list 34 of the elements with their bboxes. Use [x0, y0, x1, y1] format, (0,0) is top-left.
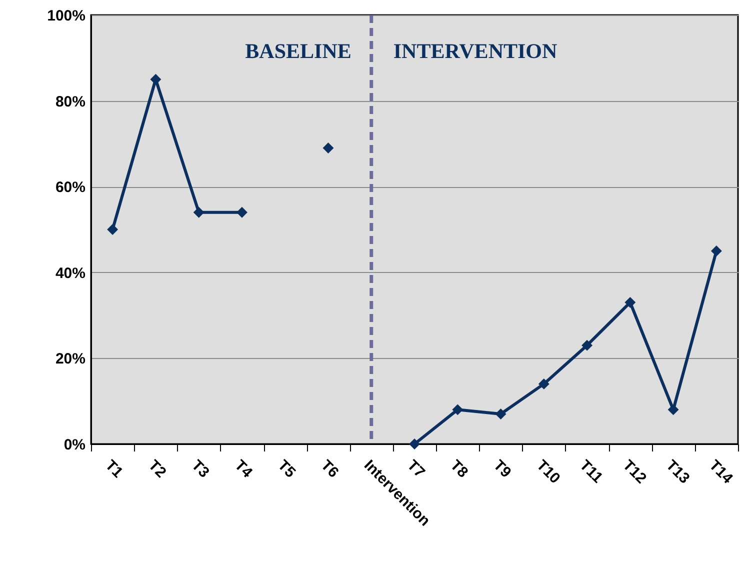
y-tick-label: 40%: [55, 264, 86, 282]
x-tick-label: T13: [662, 456, 693, 488]
y-tick-label: 80%: [55, 93, 86, 110]
y-tick-label: 0%: [64, 436, 86, 454]
point: [538, 378, 550, 390]
x-tick-label: T4: [231, 456, 256, 482]
x-tick-label: T2: [144, 456, 170, 482]
point: [668, 404, 679, 416]
x-tick-label: T12: [619, 456, 650, 488]
point: [710, 245, 722, 256]
x-tick-label: T8: [446, 456, 472, 482]
x-tick-label: T9: [490, 456, 514, 482]
y-tick-label: 60%: [55, 179, 86, 196]
point: [624, 296, 636, 308]
point: [322, 142, 334, 154]
point: [409, 438, 420, 450]
x-tick-label: T3: [188, 456, 212, 482]
point: [452, 404, 464, 416]
point: [495, 408, 506, 420]
y-tick-label: 20%: [55, 350, 86, 368]
point: [150, 74, 162, 85]
annotation: INTERVENTION: [393, 39, 558, 63]
x-tick-label: T14: [706, 456, 736, 488]
x-tick-label: T6: [317, 456, 342, 482]
point: [107, 224, 118, 235]
point: [582, 340, 593, 351]
x-tick-label: T10: [533, 456, 564, 488]
x-tick-label: T1: [102, 456, 126, 482]
x-tick-label: T5: [274, 456, 299, 482]
point: [236, 206, 248, 218]
point: [193, 206, 204, 218]
y-tick-label: 100%: [47, 8, 86, 24]
annotation: BASELINE: [245, 39, 352, 63]
x-tick-label: T11: [576, 456, 606, 487]
